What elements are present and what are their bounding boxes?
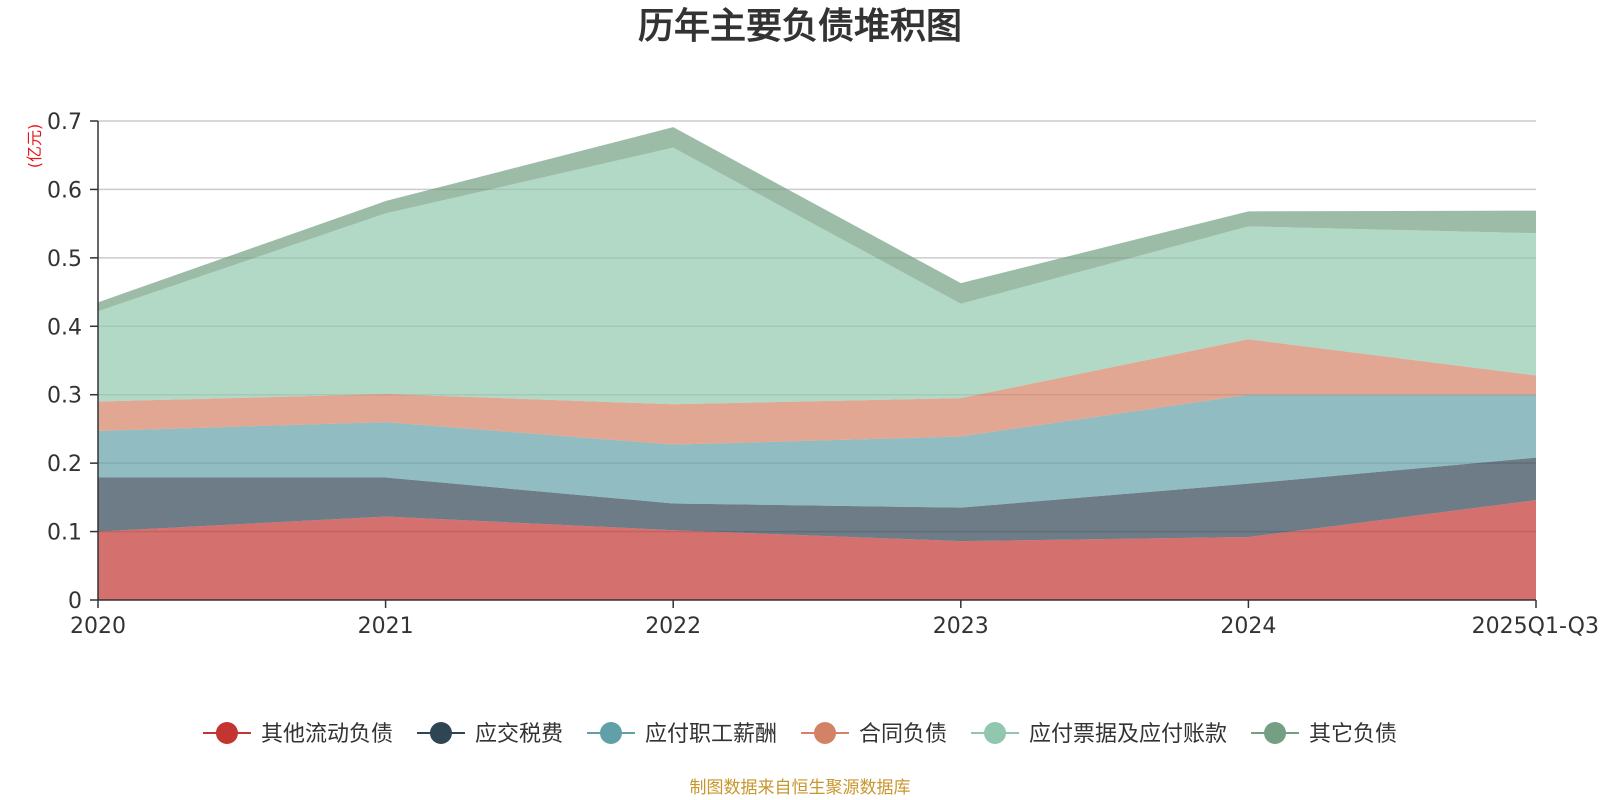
legend-marker-icon	[599, 722, 622, 744]
x-tick-label: 2021	[358, 614, 414, 639]
area-series-5	[98, 147, 1536, 405]
area-series-2	[98, 457, 1536, 542]
y-axis-unit-label: (亿元)	[25, 124, 44, 169]
y-tick-label: 0.1	[47, 521, 82, 546]
legend-marker-icon	[429, 722, 452, 744]
legend-marker-icon	[1264, 722, 1287, 744]
legend-label: 其它负债	[1309, 722, 1397, 747]
source-note: 制图数据来自恒生聚源数据库	[690, 778, 911, 798]
y-tick-label: 0.2	[47, 452, 82, 477]
legend-marker-icon	[984, 722, 1007, 744]
legend-item-4[interactable]: 合同负债	[801, 722, 947, 747]
y-tick-label: 0	[68, 589, 82, 614]
legend-label: 合同负债	[859, 722, 947, 747]
legend-item-5[interactable]: 应付票据及应付账款	[971, 722, 1227, 747]
legend: 其他流动负债 应交税费 应付职工薪酬 合同负债 应付票据及应付账款 其它负债	[202, 722, 1397, 747]
area-series-group	[98, 127, 1536, 600]
legend-marker-icon	[215, 722, 238, 744]
area-series-4	[98, 339, 1536, 445]
legend-marker-icon	[814, 722, 836, 744]
x-tick-label: 2024	[1220, 614, 1276, 639]
legend-item-1[interactable]: 其他流动负债	[202, 722, 393, 747]
area-series-3	[98, 394, 1536, 508]
x-tick-label: 2022	[645, 614, 701, 639]
legend-label: 应付票据及应付账款	[1029, 722, 1227, 747]
x-tick-label: 2025Q1-Q3	[1472, 614, 1599, 639]
x-tick-label: 2023	[933, 614, 989, 639]
legend-label: 应交税费	[475, 722, 563, 747]
axes: 0 0.1 0.2 0.3 0.4 0.5 0.6 0.7 2020 2021 2022 2023 20…	[47, 110, 1599, 639]
legend-item-6[interactable]: 其它负债	[1251, 722, 1397, 747]
chart-title: 历年主要负债堆积图	[638, 6, 962, 47]
y-tick-label: 0.4	[47, 315, 82, 340]
area-series-6	[98, 127, 1536, 312]
y-tick-label: 0.3	[47, 384, 82, 409]
legend-label: 其他流动负债	[261, 722, 393, 747]
y-tick-label: 0.5	[47, 247, 82, 272]
legend-label: 应付职工薪酬	[645, 722, 777, 747]
legend-item-3[interactable]: 应付职工薪酬	[586, 722, 777, 747]
y-tick-label: 0.6	[47, 178, 82, 203]
legend-item-2[interactable]: 应交税费	[416, 722, 563, 747]
area-series-1	[98, 500, 1536, 600]
y-tick-label: 0.7	[47, 110, 82, 135]
x-tick-label: 2020	[70, 614, 126, 639]
